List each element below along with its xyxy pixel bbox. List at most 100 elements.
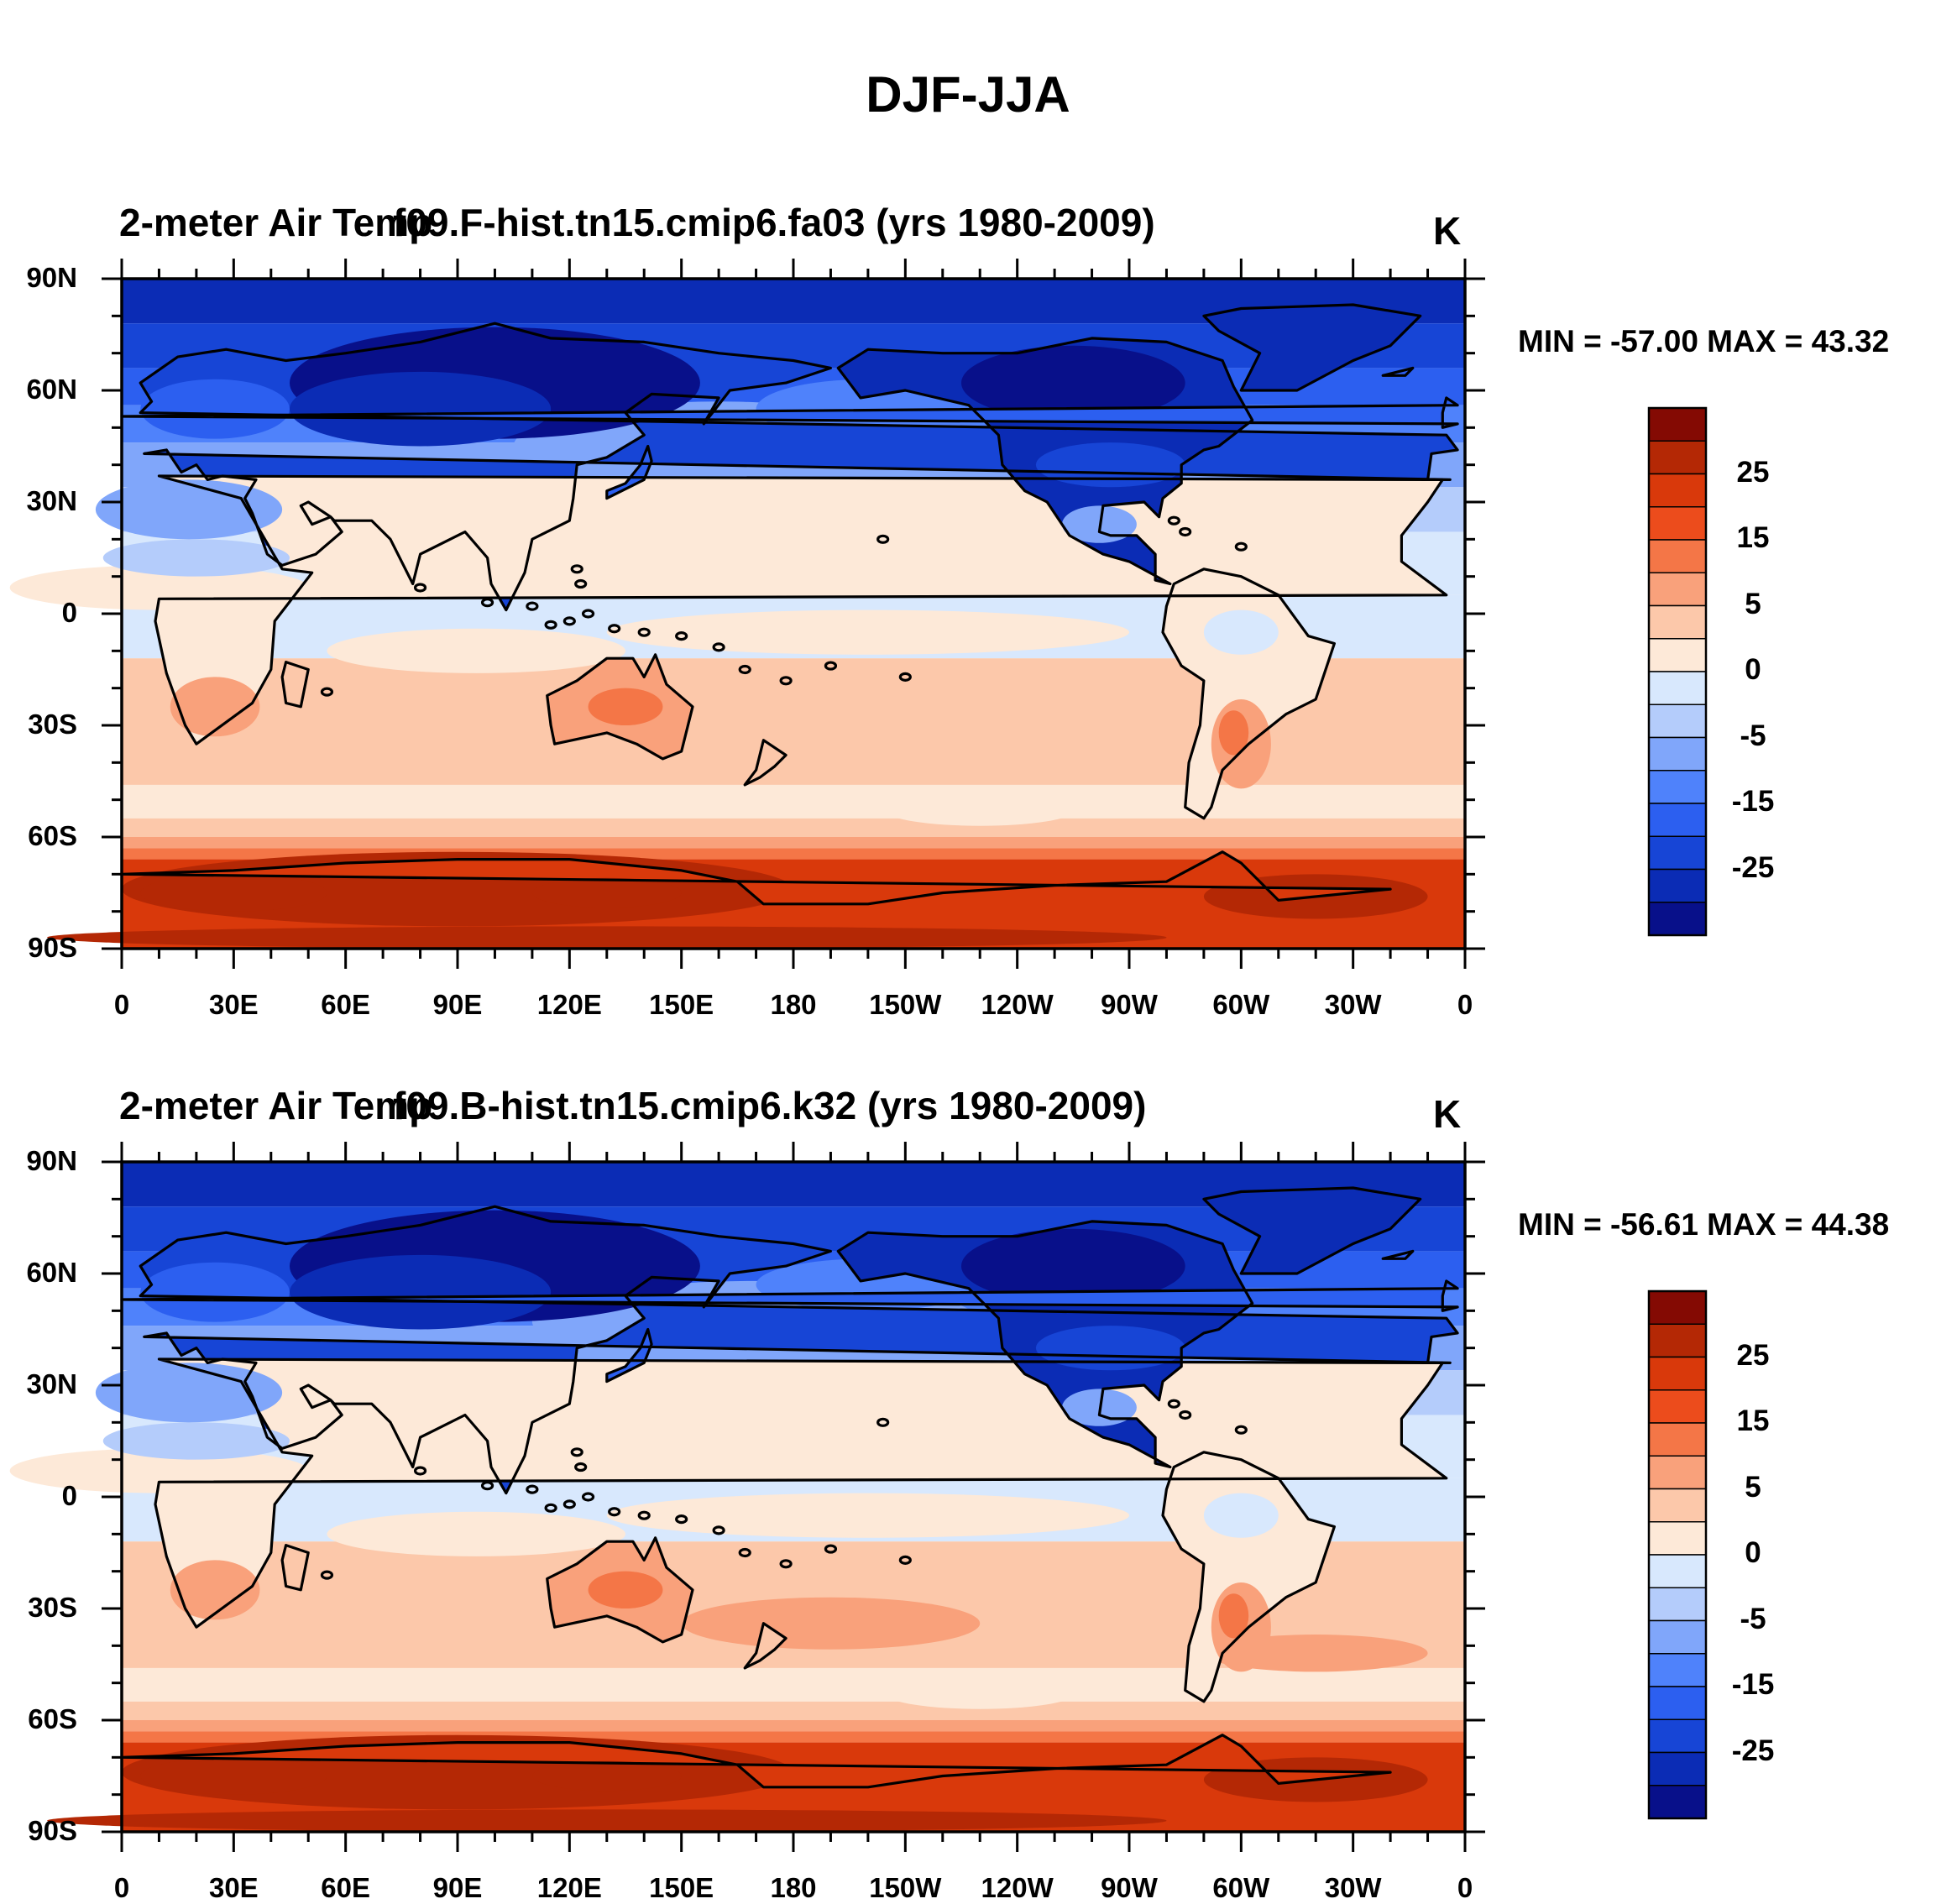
island-6	[570, 564, 583, 574]
island-2	[581, 609, 595, 619]
colorbar-swatch-4	[1648, 1422, 1707, 1457]
colorbar-swatch-6	[1648, 604, 1707, 640]
lon-label: 60W	[1212, 1872, 1270, 1903]
colorbar	[1647, 1289, 1708, 1820]
lat-label: 90S	[28, 1815, 77, 1846]
island-4	[637, 1510, 651, 1520]
north-america-coastline	[836, 337, 1254, 586]
island-17	[1179, 1410, 1192, 1420]
temperature-band-11	[122, 1720, 1465, 1732]
lat-label: 30N	[26, 485, 77, 516]
island-16	[1234, 541, 1248, 552]
colorbar-label: 5	[1745, 587, 1761, 620]
usa-midwest	[1035, 1326, 1185, 1371]
colorbar-swatch-8	[1648, 671, 1707, 705]
canada-core	[961, 345, 1185, 421]
coastlines	[120, 303, 1459, 906]
japan-coastline	[605, 1327, 653, 1384]
lon-label: 30E	[208, 1872, 259, 1903]
africa-coastline	[154, 474, 1448, 745]
map-panel-2: 2-meter Air Temp f09.B-hist.tn15.cmip6.k…	[0, 883, 1936, 1903]
colorbar-label: 25	[1736, 1338, 1770, 1372]
island-16	[1234, 1425, 1248, 1435]
colorbar-swatch-0	[1648, 407, 1707, 442]
greenland-coastline	[1202, 1186, 1422, 1275]
lat-label: 0	[61, 597, 77, 628]
colorbar-frame	[1647, 406, 1708, 937]
central-asia-cold	[290, 371, 552, 447]
australia-hot	[588, 688, 663, 725]
panel-case-title: f09.F-hist.tn15.cmip6.fa03 (yrs 1980-200…	[393, 201, 1155, 244]
temperature-band-10	[122, 1701, 1465, 1720]
central-asia-cold	[290, 1254, 552, 1330]
lat-label: 60N	[26, 1257, 77, 1288]
island-7	[574, 1462, 588, 1472]
map-canvas	[9, 1142, 1708, 1852]
colorbar-swatch-1	[1648, 1323, 1707, 1358]
antarctica-coastline	[121, 850, 1392, 906]
island-13	[876, 534, 890, 544]
lon-label: 0	[1457, 989, 1473, 1020]
lon-label: 120W	[981, 1872, 1054, 1903]
colorbar-swatch-10	[1648, 1619, 1707, 1655]
colorbar-frame	[1647, 1289, 1708, 1820]
lat-label: 30S	[28, 1592, 77, 1623]
temperature-band-9	[122, 1667, 1465, 1702]
island-8	[526, 601, 539, 611]
argentina-hot	[1218, 1593, 1249, 1639]
panel-variable-title: 2-meter Air Temp	[119, 1084, 433, 1127]
island-5	[675, 1514, 688, 1525]
island-19	[413, 1466, 427, 1476]
island-13	[876, 1417, 890, 1427]
map-panel-1: 2-meter Air Temp f09.F-hist.tn15.cmip6.f…	[0, 0, 1936, 1020]
lon-label: 120E	[536, 989, 602, 1020]
island-1	[562, 1499, 576, 1509]
island-20	[320, 687, 334, 697]
colorbar-swatch-10	[1648, 736, 1707, 772]
lat-label: 90S	[28, 932, 77, 963]
colorbar-swatch-13	[1648, 1718, 1707, 1754]
colorbar-swatch-13	[1648, 835, 1707, 871]
sahel	[102, 539, 290, 577]
lon-label: 180	[770, 989, 817, 1020]
polar-cap-band	[47, 1809, 1167, 1832]
new-zealand-coastline	[743, 1622, 787, 1670]
island-10	[712, 1525, 725, 1535]
colorbar-swatch-3	[1648, 1389, 1707, 1424]
lon-label: 60W	[1212, 989, 1270, 1020]
iceland-coastline	[1381, 1249, 1415, 1260]
map-canvas	[9, 259, 1708, 969]
indian-warm-strip	[327, 1511, 625, 1556]
lon-label: 30W	[1324, 1872, 1382, 1903]
north-america-coastline	[836, 1220, 1254, 1469]
lon-label: 150E	[649, 989, 714, 1020]
min-max-label: MIN = -57.00 MAX = 43.32	[1518, 324, 1890, 358]
island-17	[1179, 526, 1192, 537]
colorbar-label: 25	[1736, 455, 1770, 489]
temperature-band-11	[122, 837, 1465, 849]
island-19	[413, 583, 427, 593]
lon-label: 0	[113, 989, 130, 1020]
lon-label: 30E	[208, 989, 259, 1020]
colorbar-swatch-7	[1648, 638, 1707, 672]
lat-label: 60N	[26, 374, 77, 405]
argentina-hot	[1218, 710, 1249, 756]
greenland-coastline	[1202, 303, 1422, 392]
south-america-coastline	[1161, 568, 1336, 820]
colorbar-swatch-11	[1648, 1653, 1707, 1687]
island-20	[320, 1570, 334, 1580]
southern-warm-patch	[887, 1679, 1074, 1709]
lat-label: 30N	[26, 1368, 77, 1399]
colorbar-swatch-14	[1648, 1751, 1707, 1786]
iceland-coastline	[1381, 366, 1415, 377]
island-6	[570, 1447, 583, 1457]
min-max-label: MIN = -56.61 MAX = 44.38	[1518, 1207, 1890, 1242]
island-9	[480, 1481, 494, 1491]
lon-label: 150W	[869, 1872, 942, 1903]
colorbar-swatch-3	[1648, 506, 1707, 541]
colorbar-label: 5	[1745, 1470, 1761, 1504]
new-zealand-field	[745, 1623, 787, 1668]
island-14	[824, 1544, 838, 1554]
figure-title: DJF-JJA	[866, 66, 1070, 123]
island-15	[898, 1555, 912, 1565]
